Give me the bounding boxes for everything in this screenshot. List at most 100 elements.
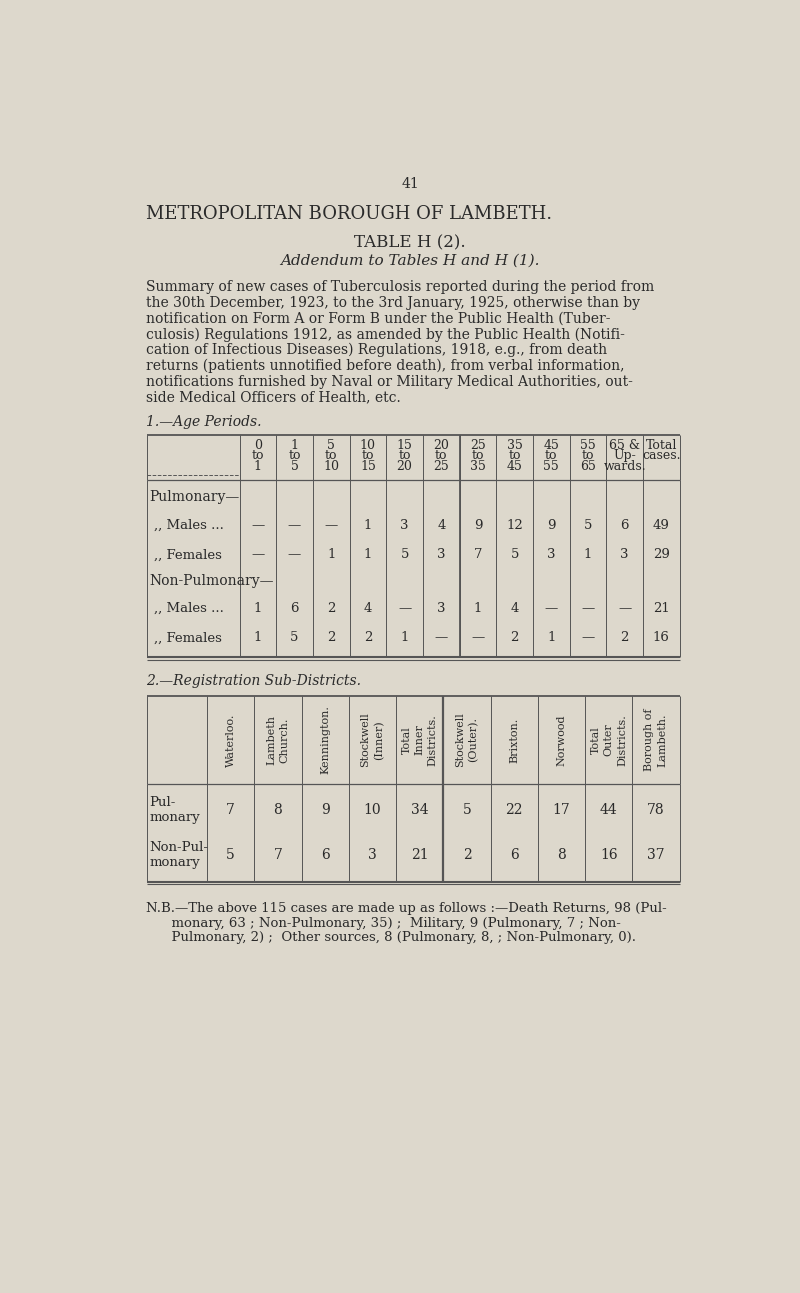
Text: 3: 3 (547, 548, 555, 561)
Text: 1: 1 (547, 631, 555, 644)
Text: 2: 2 (621, 631, 629, 644)
Text: 34: 34 (411, 803, 429, 817)
Text: 6: 6 (321, 848, 330, 862)
Text: TABLE H (2).: TABLE H (2). (354, 234, 466, 251)
Text: ,, Males ...: ,, Males ... (154, 518, 224, 531)
Text: to: to (508, 449, 521, 463)
Text: Total
Outer
Districts.: Total Outer Districts. (590, 714, 627, 765)
Text: Pulmonary, 2) ;  Other sources, 8 (Pulmonary, 8, ; Non-Pulmonary, 0).: Pulmonary, 2) ; Other sources, 8 (Pulmon… (146, 931, 637, 944)
Text: 16: 16 (600, 848, 618, 862)
Text: 6: 6 (290, 603, 298, 615)
Text: —: — (325, 518, 338, 531)
Text: notification on Form A or Form B under the Public Health (Tuber-: notification on Form A or Form B under t… (146, 312, 611, 326)
Text: 8: 8 (274, 803, 282, 817)
Text: 78: 78 (647, 803, 665, 817)
Text: to: to (545, 449, 558, 463)
Text: 1: 1 (474, 603, 482, 615)
Text: —: — (251, 518, 265, 531)
Text: 29: 29 (653, 548, 670, 561)
Text: cation of Infectious Diseases) Regulations, 1918, e.g., from death: cation of Infectious Diseases) Regulatio… (146, 343, 608, 357)
Text: 9: 9 (321, 803, 330, 817)
Text: —: — (582, 603, 594, 615)
Text: Non-Pulmonary—: Non-Pulmonary— (150, 574, 274, 587)
Text: to: to (251, 449, 264, 463)
Text: 35: 35 (470, 460, 486, 473)
Text: 15: 15 (397, 438, 413, 451)
Text: 10: 10 (363, 803, 382, 817)
Text: to: to (398, 449, 411, 463)
Text: 0: 0 (254, 438, 262, 451)
Text: 5: 5 (327, 438, 335, 451)
Text: 5: 5 (290, 631, 298, 644)
Text: 5: 5 (510, 548, 519, 561)
Text: the 30th December, 1923, to the 3rd January, 1925, otherwise than by: the 30th December, 1923, to the 3rd Janu… (146, 296, 641, 310)
Text: 17: 17 (553, 803, 570, 817)
Text: 6: 6 (621, 518, 629, 531)
Text: 65 &: 65 & (609, 438, 640, 451)
Text: 20: 20 (397, 460, 413, 473)
Text: to: to (288, 449, 301, 463)
Text: side Medical Officers of Health, etc.: side Medical Officers of Health, etc. (146, 390, 402, 405)
Text: —: — (471, 631, 485, 644)
Text: 1: 1 (254, 631, 262, 644)
Text: 7: 7 (226, 803, 235, 817)
Text: notifications furnished by Naval or Military Medical Authorities, out-: notifications furnished by Naval or Mili… (146, 375, 634, 389)
Text: 12: 12 (506, 518, 523, 531)
Text: 44: 44 (600, 803, 618, 817)
Text: 4: 4 (364, 603, 372, 615)
Text: 25: 25 (434, 460, 449, 473)
Text: 25: 25 (470, 438, 486, 451)
Text: 1: 1 (327, 548, 335, 561)
Text: 37: 37 (647, 848, 665, 862)
Text: monary, 63 ; Non-Pulmonary, 35) ;  Military, 9 (Pulmonary, 7 ; Non-: monary, 63 ; Non-Pulmonary, 35) ; Milita… (146, 917, 622, 930)
Text: 4: 4 (510, 603, 519, 615)
Text: ,, Females: ,, Females (154, 548, 222, 561)
Text: Total: Total (646, 438, 677, 451)
Text: Stockwell
(Inner): Stockwell (Inner) (361, 712, 384, 767)
Text: 3: 3 (621, 548, 629, 561)
Text: 9: 9 (547, 518, 555, 531)
Text: 45: 45 (543, 438, 559, 451)
Text: to: to (472, 449, 484, 463)
Text: 5: 5 (584, 518, 592, 531)
Text: wards.: wards. (603, 460, 646, 473)
Text: to: to (325, 449, 338, 463)
Text: —: — (251, 548, 265, 561)
Text: 55: 55 (580, 438, 596, 451)
Text: 7: 7 (474, 548, 482, 561)
Text: 2: 2 (510, 631, 519, 644)
Text: 6: 6 (510, 848, 518, 862)
Text: Borough of
Lambeth.: Borough of Lambeth. (645, 709, 668, 771)
Text: 1: 1 (290, 438, 298, 451)
Text: 45: 45 (506, 460, 522, 473)
Text: returns (patients unnotified before death), from verbal information,: returns (patients unnotified before deat… (146, 359, 625, 374)
Text: 2: 2 (364, 631, 372, 644)
Text: Pul-
monary: Pul- monary (150, 796, 200, 825)
Text: ,, Females: ,, Females (154, 631, 222, 644)
Text: 2: 2 (462, 848, 471, 862)
Text: 8: 8 (557, 848, 566, 862)
Text: 5: 5 (226, 848, 235, 862)
Text: 21: 21 (411, 848, 429, 862)
Text: Summary of new cases of Tuberculosis reported during the period from: Summary of new cases of Tuberculosis rep… (146, 279, 654, 294)
Text: 4: 4 (437, 518, 446, 531)
Text: Stockwell
(Outer).: Stockwell (Outer). (455, 712, 478, 767)
Text: 55: 55 (543, 460, 559, 473)
Text: 9: 9 (474, 518, 482, 531)
Text: cases.: cases. (642, 449, 681, 463)
Text: 5: 5 (462, 803, 471, 817)
Text: 15: 15 (360, 460, 376, 473)
Text: 1: 1 (584, 548, 592, 561)
Text: 1.—Age Periods.: 1.—Age Periods. (146, 415, 262, 429)
Text: Non-Pul-
monary: Non-Pul- monary (150, 840, 209, 869)
Text: 5: 5 (290, 460, 298, 473)
Text: 3: 3 (400, 518, 409, 531)
Text: 10: 10 (323, 460, 339, 473)
Text: 20: 20 (434, 438, 449, 451)
Text: METROPOLITAN BOROUGH OF LAMBETH.: METROPOLITAN BOROUGH OF LAMBETH. (146, 206, 553, 224)
Text: 3: 3 (437, 548, 446, 561)
Text: N.B.—The above 115 cases are made up as follows :—Death Returns, 98 (Pul-: N.B.—The above 115 cases are made up as … (146, 903, 667, 915)
Text: Brixton.: Brixton. (510, 718, 519, 763)
Text: 1: 1 (364, 518, 372, 531)
Text: culosis) Regulations 1912, as amended by the Public Health (Notifi-: culosis) Regulations 1912, as amended by… (146, 327, 626, 341)
